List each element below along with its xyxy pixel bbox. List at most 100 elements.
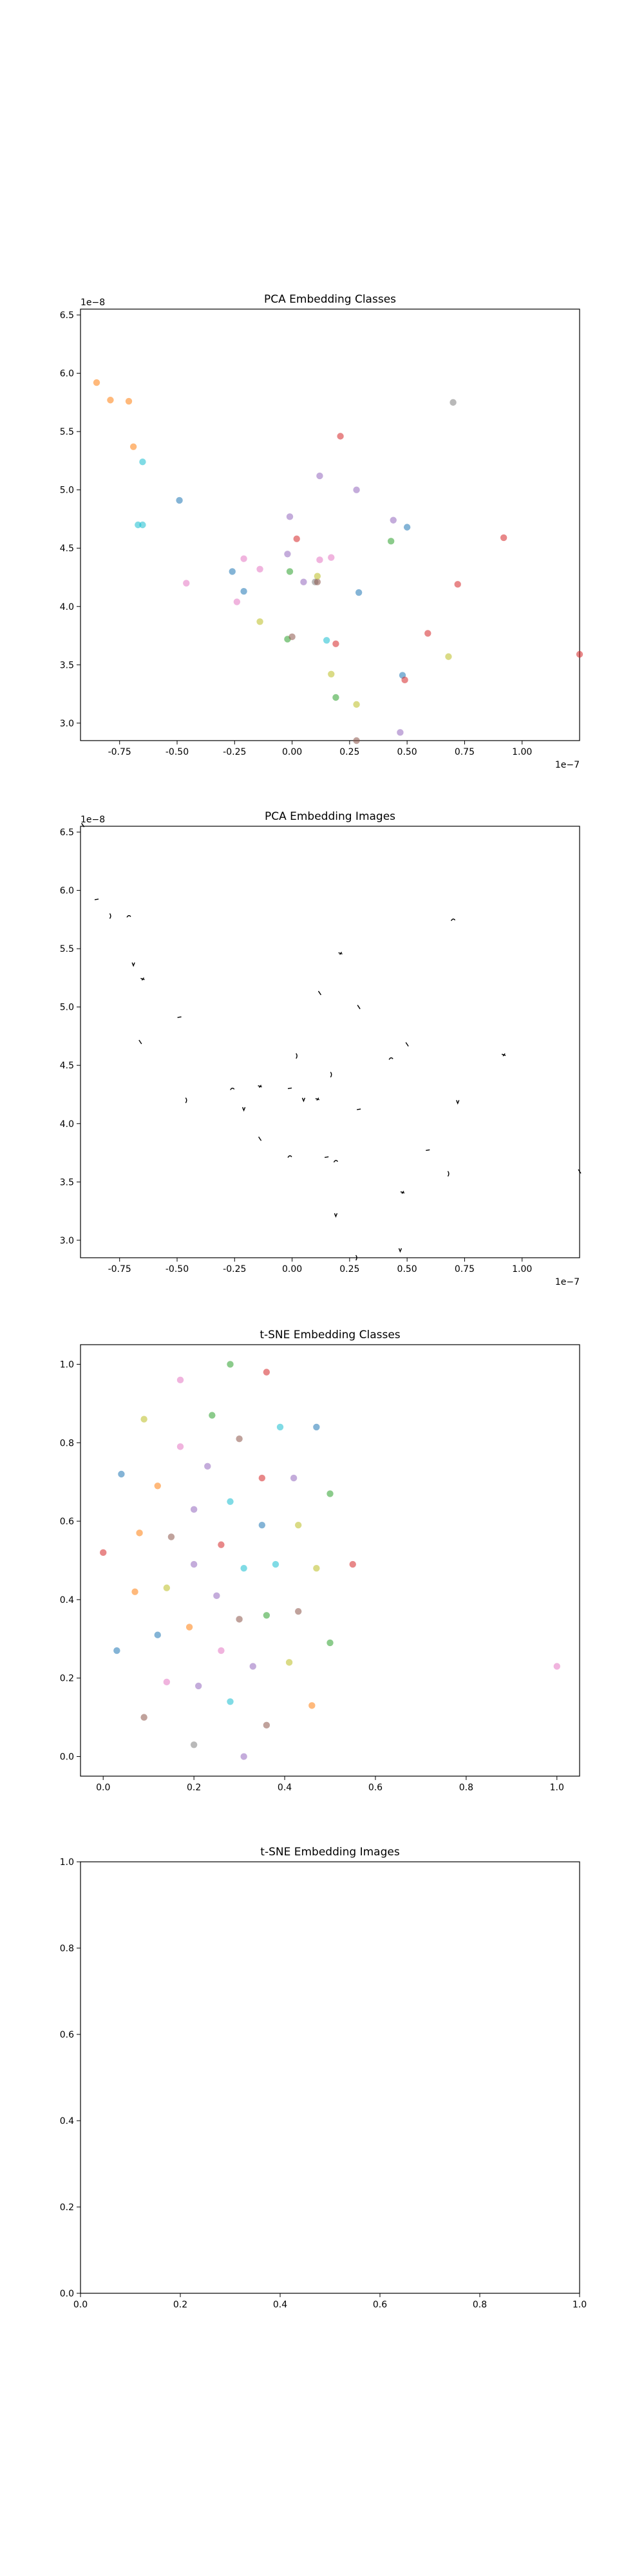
image-thumbnail-mark — [405, 1042, 409, 1047]
scatter-point — [131, 1588, 138, 1595]
image-thumbnail-mark — [334, 1213, 338, 1218]
scatter-point — [213, 1592, 220, 1600]
image-thumbnail-mark — [94, 898, 99, 900]
image-thumbnail-mark — [398, 1248, 402, 1253]
scatter-point — [233, 598, 241, 605]
scatter-point — [218, 1647, 225, 1654]
scatter-point — [100, 1549, 107, 1557]
scatter-point — [227, 1361, 234, 1368]
scatter-point — [314, 573, 321, 580]
y-tick-label: 6.0 — [60, 886, 74, 896]
scatter-point — [355, 589, 363, 596]
x-tick-label: 1.00 — [512, 747, 532, 757]
y-tick-label: 4.5 — [60, 1061, 74, 1071]
scatter-point — [209, 1412, 216, 1419]
scatter-point — [263, 1368, 270, 1376]
y-offset-label: 1e−8 — [80, 298, 105, 308]
x-tick-label: -0.50 — [166, 747, 189, 757]
plot-frame — [80, 1344, 580, 1777]
y-tick-label: 3.5 — [60, 1177, 74, 1188]
scatter-point — [236, 1616, 243, 1623]
scatter-point — [227, 1698, 234, 1705]
x-tick-label: 0.00 — [282, 747, 302, 757]
scatter-point — [401, 676, 408, 684]
scatter-point — [240, 588, 247, 595]
scatter-point — [249, 1663, 256, 1670]
scatter-point — [93, 379, 100, 386]
image-thumbnail-mark — [578, 1169, 582, 1174]
plot-frame — [80, 826, 580, 1258]
scatter-point — [316, 556, 323, 564]
image-thumbnail-mark — [456, 1100, 460, 1105]
scatter-point — [424, 630, 431, 637]
scatter-point — [140, 1714, 147, 1721]
image-thumbnail-mark — [80, 822, 85, 828]
image-thumbnail-mark — [357, 1005, 361, 1010]
image-thumbnail-mark — [338, 951, 343, 955]
scatter-point — [240, 1564, 247, 1572]
scatter-point — [118, 1470, 125, 1478]
scatter-point — [576, 650, 583, 658]
x-tick-label: -0.25 — [223, 747, 246, 757]
y-tick-label: 6.0 — [60, 369, 74, 379]
pca-images-plot: PCA Embedding Images -0.75 -0.50 -0.25 0.00… — [60, 810, 582, 1287]
scatter-point — [500, 534, 507, 542]
image-thumbnail-mark — [131, 962, 135, 967]
y-tick-label: 3.5 — [60, 660, 74, 670]
scatter-point — [190, 1560, 198, 1568]
scatter-point — [163, 1678, 171, 1686]
image-thumbnail-mark — [287, 1155, 292, 1158]
x-tick-label: 0.25 — [339, 1264, 359, 1274]
scatter-point — [129, 443, 137, 450]
scatter-point — [313, 1564, 320, 1572]
image-thumbnail-mark — [230, 1087, 235, 1090]
y-tick-label: 3.0 — [60, 719, 74, 729]
scatter-point — [314, 578, 321, 585]
x-tick-label: 0.8 — [473, 2300, 487, 2310]
image-thumbnail-mark — [177, 1016, 182, 1018]
y-tick-label: 0.6 — [60, 2030, 74, 2040]
plot-frame — [80, 308, 580, 741]
image-thumbnail-mark — [330, 1072, 332, 1078]
x-tick-label: -0.75 — [108, 1264, 131, 1274]
y-tick-label: 4.0 — [60, 602, 74, 612]
image-thumbnail-mark — [126, 914, 131, 918]
scatter-point — [286, 568, 294, 575]
y-tick-label: 4.5 — [60, 544, 74, 554]
image-thumbnail-mark — [400, 1191, 405, 1195]
scatter-point — [176, 1443, 184, 1450]
scatter-point — [328, 554, 335, 561]
image-thumbnail-mark — [258, 1084, 262, 1088]
x-tick-label: 0.50 — [397, 1264, 417, 1274]
tsne-images-plot: t-SNE Embedding Images 0.0 0.2 0.4 0.6 0.8 1.… — [60, 1846, 587, 2310]
scatter-point — [163, 1584, 171, 1591]
y-tick-label: 5.0 — [60, 486, 74, 496]
x-tick-label: 0.0 — [73, 2300, 88, 2310]
x-tick-label: 0.4 — [273, 2300, 287, 2310]
scatter-point — [316, 472, 323, 480]
scatter-point — [194, 1682, 202, 1690]
scatter-point — [190, 1741, 198, 1748]
image-thumbnail-mark — [450, 918, 456, 922]
scatter-point — [390, 516, 397, 524]
scatter-point — [227, 1498, 234, 1505]
x-tick-label: 0.6 — [373, 2300, 387, 2310]
scatter-point — [553, 1663, 560, 1670]
scatter-point — [450, 399, 457, 406]
scatter-point — [445, 653, 452, 660]
x-tick-label: 1.0 — [573, 2300, 587, 2310]
scatter-point — [323, 637, 330, 644]
y-tick-label: 5.5 — [60, 944, 74, 954]
y-tick-label: 0.4 — [60, 2116, 74, 2126]
plot-frame — [80, 1861, 580, 2294]
scatter-point — [349, 1560, 356, 1568]
scatter-point — [236, 1435, 243, 1443]
scatter-point — [190, 1506, 198, 1513]
scatter-point — [327, 1639, 334, 1647]
scatter-point — [403, 524, 411, 531]
scatter-point — [300, 578, 307, 585]
chart-title: PCA Embedding Classes — [264, 293, 396, 306]
scatter-point — [256, 618, 263, 625]
scatter-point — [353, 486, 360, 493]
scatter-point — [276, 1423, 284, 1431]
